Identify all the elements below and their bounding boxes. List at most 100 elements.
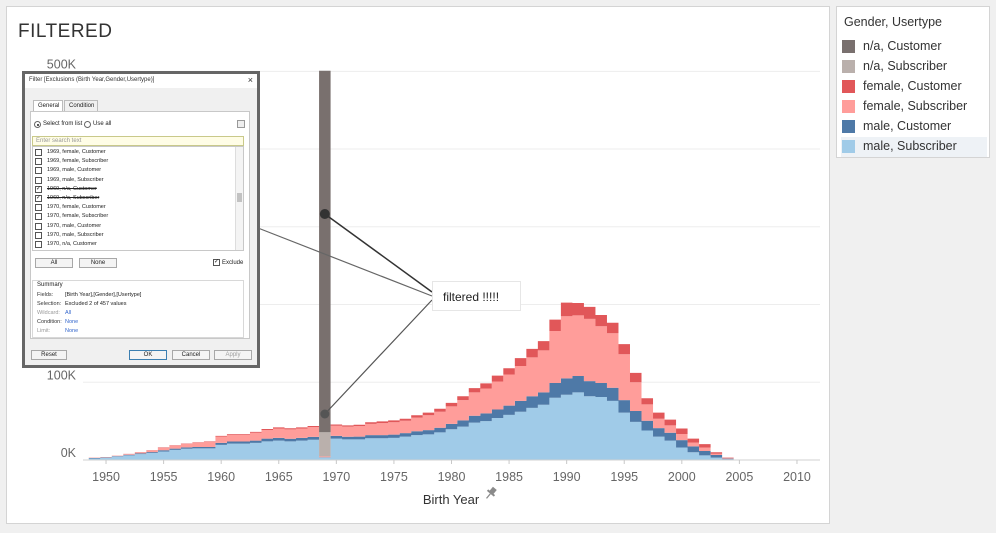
- ok-button[interactable]: OK: [129, 350, 167, 360]
- legend-item[interactable]: n/a, Customer: [841, 37, 987, 57]
- search-input[interactable]: Enter search text: [32, 136, 244, 146]
- x-tick-label: 1975: [380, 470, 408, 484]
- reset-button[interactable]: Reset: [31, 350, 67, 360]
- legend-swatch: [842, 100, 855, 113]
- list-item[interactable]: 1969, female, Customer: [35, 148, 231, 157]
- select-from-list-radio[interactable]: [34, 121, 41, 128]
- tab-general[interactable]: General: [33, 100, 63, 112]
- list-item[interactable]: ✓ 1969, n/a, Subscriber: [35, 194, 231, 203]
- x-tick-label: 1995: [610, 470, 638, 484]
- list-item-label: 1969, male, Customer: [47, 167, 102, 174]
- list-item-checkbox[interactable]: ✓: [35, 195, 42, 202]
- summary-title: Summary: [37, 282, 63, 288]
- exclude-checkbox[interactable]: ✓: [213, 259, 220, 266]
- apply-button[interactable]: Apply: [214, 350, 252, 360]
- summary-selection: Selection: Excluded 2 of 457 values: [37, 301, 127, 307]
- tab-condition[interactable]: Condition: [64, 100, 98, 111]
- axes: 0K 100K 500K 1950 1955 1960 1965 1970 1975 1980 19…: [47, 57, 820, 484]
- x-tick-label: 1965: [265, 470, 293, 484]
- x-tick-label: 1985: [495, 470, 523, 484]
- y-tick-label: 0K: [61, 446, 77, 460]
- dialog-title: Filter [Exclusions (Birth Year,Gender,Us…: [29, 77, 155, 83]
- list-item[interactable]: 1970, female, Customer: [35, 203, 231, 212]
- list-item-checkbox[interactable]: [35, 222, 42, 230]
- callout-anchor: [320, 409, 330, 419]
- list-item-checkbox[interactable]: [35, 158, 42, 166]
- x-tick-label: 2010: [783, 470, 811, 484]
- summary-limit: Limit: None: [37, 328, 79, 334]
- x-tick-label: 1955: [150, 470, 178, 484]
- list-item-checkbox[interactable]: [35, 213, 42, 221]
- legend: Gender, Usertype n/a, Customer n/a, Subsc…: [836, 6, 990, 158]
- annotation-box[interactable]: filtered !!!!!: [432, 281, 521, 311]
- legend-label: male, Subscriber: [863, 139, 957, 153]
- list-item-checkbox[interactable]: [35, 241, 42, 248]
- list-item-checkbox[interactable]: ✓: [35, 185, 42, 193]
- list-item-label: 1970, female, Subscriber: [47, 213, 109, 220]
- exclude-label: Exclude: [222, 260, 244, 266]
- list-item-label: 1970, n/a, Customer: [47, 241, 97, 247]
- list-item[interactable]: 1969, male, Subscriber: [35, 176, 231, 185]
- cancel-button[interactable]: Cancel: [172, 350, 210, 360]
- list-item-checkbox[interactable]: [35, 167, 42, 175]
- use-all-label: Use all: [93, 121, 112, 127]
- list-item[interactable]: 1970, female, Subscriber: [35, 212, 231, 221]
- scrollbar-thumb[interactable]: [237, 193, 242, 202]
- x-axis-label: Birth Year: [423, 492, 480, 507]
- y-tick-label: 500K: [47, 57, 77, 71]
- legend-item[interactable]: male, Subscriber: [841, 137, 987, 157]
- legend-title: Gender, Usertype: [844, 15, 942, 29]
- legend-swatch: [842, 140, 855, 153]
- area-series-2[interactable]: [88, 315, 734, 459]
- callout-line: [324, 299, 433, 415]
- list-item[interactable]: 1969, male, Customer: [35, 166, 231, 175]
- x-tick-label: 1990: [553, 470, 581, 484]
- legend-item[interactable]: n/a, Subscriber: [841, 57, 987, 77]
- list-item[interactable]: 1969, female, Subscriber: [35, 157, 231, 166]
- x-tick-label: 1950: [92, 470, 120, 484]
- legend-swatch: [842, 120, 855, 133]
- legend-label: n/a, Customer: [863, 39, 942, 53]
- select-from-list-label: Select from list: [43, 121, 83, 127]
- summary-fields: Fields: [Birth Year],[Gender],[Usertype]: [37, 292, 142, 298]
- all-button[interactable]: All: [35, 258, 73, 268]
- value-list[interactable]: 1969, female, Customer 1969, female, Subs…: [32, 146, 244, 251]
- use-all-radio[interactable]: [84, 121, 91, 128]
- callout-lines: [257, 209, 433, 419]
- list-item-checkbox[interactable]: [35, 231, 42, 239]
- legend-swatch: [842, 40, 855, 53]
- list-item-checkbox[interactable]: [35, 149, 42, 156]
- summary-condition: Condition: None: [37, 319, 79, 325]
- callout-line: [324, 213, 433, 293]
- list-item-label: 1969, male, Subscriber: [47, 176, 104, 183]
- list-item-label: 1970, male, Subscriber: [47, 231, 104, 238]
- list-item[interactable]: 1970, male, Subscriber: [35, 231, 231, 240]
- legend-label: female, Subscriber: [863, 99, 968, 113]
- legend-item[interactable]: female, Subscriber: [841, 97, 987, 117]
- x-tick-label: 1980: [438, 470, 466, 484]
- list-item-label: 1969, female, Customer: [47, 149, 106, 155]
- x-tick-label: 1970: [322, 470, 350, 484]
- summary-wildcard: Wildcard: All: [37, 310, 72, 316]
- callout-line: [257, 227, 433, 297]
- pin-icon[interactable]: [483, 486, 498, 502]
- list-item[interactable]: ✓ 1969, n/a, Customer: [35, 185, 231, 194]
- legend-item[interactable]: female, Customer: [841, 77, 987, 97]
- legend-swatch: [842, 60, 855, 73]
- sheet-title: FILTERED: [18, 21, 113, 42]
- list-item[interactable]: 1970, n/a, Customer: [35, 240, 231, 249]
- x-tick-label: 2005: [725, 470, 753, 484]
- list-item[interactable]: 1970, male, Customer: [35, 222, 231, 231]
- summary-panel: Summary Fields: [Birth Year],[Gender],[Us…: [32, 280, 244, 338]
- callout-anchor: [319, 209, 330, 219]
- list-options-icon[interactable]: [237, 120, 245, 128]
- list-item-label: 1970, female, Customer: [47, 204, 106, 211]
- none-button[interactable]: None: [79, 258, 117, 268]
- list-item-checkbox[interactable]: [35, 204, 42, 212]
- legend-label: female, Customer: [863, 79, 962, 93]
- dialog-titlebar[interactable]: Filter [Exclusions (Birth Year,Gender,Us…: [25, 74, 257, 88]
- list-item-checkbox[interactable]: [35, 176, 42, 184]
- legend-item[interactable]: male, Customer: [841, 117, 987, 137]
- close-icon[interactable]: ×: [247, 75, 253, 85]
- list-scrollbar[interactable]: [235, 147, 243, 250]
